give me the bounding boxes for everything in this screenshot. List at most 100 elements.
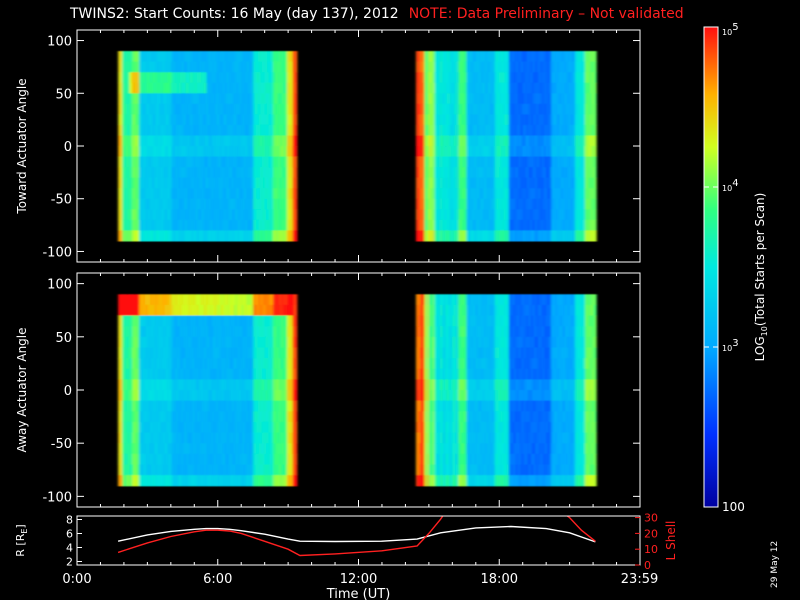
heatmap-cell (171, 230, 174, 242)
heatmap-cell (151, 209, 154, 221)
heatmap-cell (136, 209, 139, 221)
heatmap-cell (123, 188, 126, 200)
heatmap-cell (125, 146, 128, 158)
heatmap-cell (120, 61, 123, 73)
heatmap-cell (195, 188, 198, 200)
heatmap-cell (182, 72, 185, 84)
heatmap-cell (151, 93, 154, 105)
heatmap-cell (125, 177, 128, 189)
heatmap-cell (177, 230, 180, 242)
heatmap-cell (154, 156, 157, 168)
heatmap-cell (172, 167, 175, 179)
heatmap-cell (129, 93, 132, 105)
heatmap-cell (134, 198, 137, 210)
heatmap-cell (147, 72, 150, 84)
heatmap-cell (187, 188, 189, 200)
heatmap-cell (139, 177, 142, 189)
heatmap-cell (163, 230, 166, 242)
heatmap-cell (144, 146, 147, 158)
heatmap-cell (170, 219, 173, 231)
heatmap-cell (140, 114, 143, 126)
heatmap-cell (133, 135, 136, 147)
heatmap-cell (170, 82, 173, 94)
heatmap-cell (177, 135, 180, 147)
heatmap-cell (136, 177, 139, 189)
heatmap-cell (160, 114, 163, 126)
heatmap-cell (172, 230, 175, 242)
heatmap-cell (188, 209, 191, 221)
heatmap-cell (153, 188, 156, 200)
heatmap-cell (189, 156, 192, 168)
heatmap-cell (165, 188, 168, 200)
heatmap-cell (125, 188, 128, 200)
heatmap-cell (167, 156, 170, 168)
heatmap-cell (164, 156, 167, 168)
heatmap-cell (188, 93, 191, 105)
heatmap-cell (118, 135, 121, 147)
heatmap-cell (194, 114, 197, 126)
heatmap-cell (160, 219, 163, 231)
heatmap-cell (184, 167, 187, 179)
heatmap-cell (132, 93, 135, 105)
heatmap-cell (168, 230, 171, 242)
heatmap-cell (161, 209, 164, 221)
heatmap-cell (139, 72, 142, 84)
heatmap-cell (156, 230, 159, 242)
heatmap-cell (142, 114, 144, 126)
heatmap-cell (126, 72, 129, 84)
heatmap-cell (164, 51, 167, 63)
heatmap-cell (151, 82, 154, 94)
heatmap-cell (137, 167, 140, 179)
heatmap-cell (295, 219, 298, 231)
heatmap-cell (123, 167, 126, 179)
heatmap-cell (132, 135, 135, 147)
heatmap-cell (127, 230, 130, 242)
heatmap-cell (154, 82, 157, 94)
heatmap-cell (150, 51, 153, 63)
heatmap-cell (122, 188, 125, 200)
heatmap-cell (140, 156, 143, 168)
heatmap-cell (167, 114, 170, 126)
heatmap-cell (171, 188, 174, 200)
heatmap-cell (594, 93, 597, 105)
heatmap-cell (174, 124, 177, 136)
heatmap-cell (153, 103, 156, 115)
heatmap-cell (164, 135, 167, 147)
heatmap-cell (184, 103, 187, 115)
heatmap-cell (125, 61, 128, 73)
heatmap-cell (160, 93, 163, 105)
heatmap-cell (137, 135, 140, 147)
heatmap-cell (153, 93, 156, 105)
heatmap-cell (196, 146, 199, 158)
heatmap-cell (171, 124, 174, 136)
heatmap-cell (130, 135, 133, 147)
heatmap-cell (134, 61, 137, 73)
heatmap-cell (157, 177, 160, 189)
heatmap-cell (132, 51, 135, 63)
heatmap-cell (182, 82, 185, 94)
heatmap-cell (151, 61, 154, 73)
heatmap-cell (150, 61, 153, 73)
heatmap-cell (149, 156, 151, 168)
heatmap-cell (144, 103, 147, 115)
heatmap-cell (182, 198, 185, 210)
heatmap-cell (174, 103, 177, 115)
heatmap-cell (140, 72, 143, 84)
heatmap-cell (126, 188, 129, 200)
heatmap-cell (165, 177, 168, 189)
heatmap-cell (154, 188, 157, 200)
heatmap-cell (132, 177, 135, 189)
heatmap-cell (180, 114, 182, 126)
heatmap-cell (123, 209, 126, 221)
heatmap-cell (172, 103, 175, 115)
heatmap-cell (180, 198, 182, 210)
heatmap-cell (146, 219, 149, 231)
heatmap-cell (165, 61, 168, 73)
heatmap-cell (118, 146, 121, 158)
heatmap-cell (126, 230, 129, 242)
heatmap-cell (149, 209, 151, 221)
heatmap-cell (182, 93, 185, 105)
heatmap-cell (163, 72, 166, 84)
heatmap-cell (170, 146, 173, 158)
heatmap-cell (163, 61, 166, 73)
